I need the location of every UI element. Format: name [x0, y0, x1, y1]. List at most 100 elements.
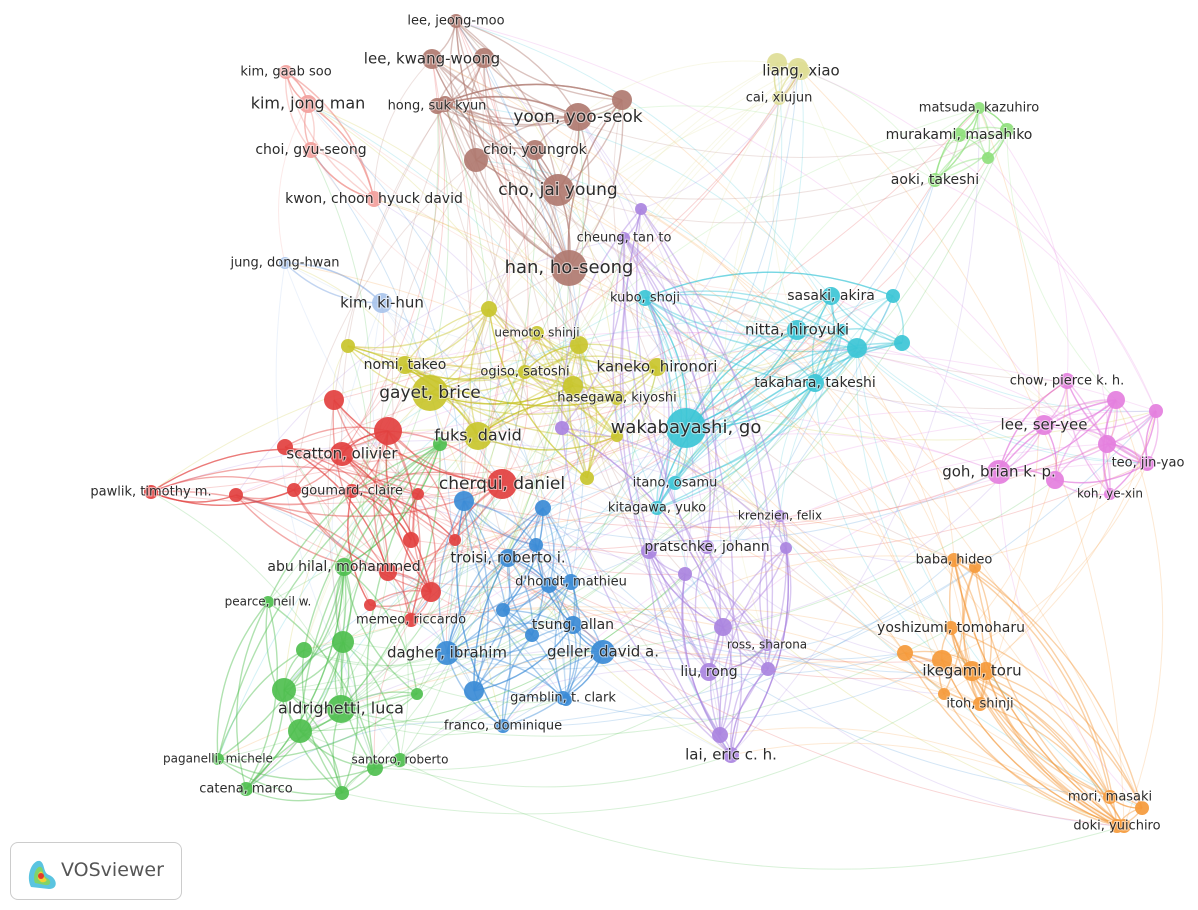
edge	[436, 96, 579, 118]
node-label: doki, yuichiro	[1073, 819, 1160, 834]
edge	[557, 179, 936, 224]
node	[1149, 404, 1163, 418]
node	[481, 301, 497, 317]
node	[612, 90, 632, 110]
edge	[373, 58, 433, 200]
edge	[410, 380, 1068, 551]
edge	[446, 544, 537, 654]
edge	[568, 267, 943, 661]
node	[239, 782, 253, 796]
edge	[577, 60, 778, 118]
edge	[347, 308, 490, 349]
node-label: cai, xiujun	[746, 91, 813, 106]
node	[1103, 790, 1117, 804]
edge	[577, 116, 711, 548]
edge	[310, 149, 375, 200]
edge	[455, 20, 570, 269]
edge	[1115, 399, 1164, 827]
edge	[535, 544, 768, 646]
node	[973, 102, 985, 114]
edge	[797, 67, 1125, 827]
node	[272, 678, 296, 702]
edge	[416, 116, 584, 695]
node	[1117, 819, 1131, 833]
edge	[455, 20, 529, 485]
node	[327, 695, 355, 723]
edge	[684, 573, 945, 695]
edge	[454, 539, 987, 680]
edge	[570, 382, 816, 583]
edge	[648, 550, 724, 628]
edge	[284, 262, 903, 372]
edge	[366, 443, 441, 769]
edge	[719, 547, 787, 736]
node	[668, 476, 682, 490]
node	[897, 645, 913, 661]
edge	[446, 652, 567, 701]
node-label: lai, eric c. h.	[685, 746, 777, 764]
edge	[998, 380, 1068, 473]
edge	[548, 584, 572, 701]
edge	[284, 446, 412, 541]
edge	[341, 641, 359, 794]
edge	[531, 149, 583, 636]
node	[474, 48, 494, 68]
edge	[327, 103, 446, 643]
node-label: yoshizumi, tomoharu	[877, 620, 1025, 636]
edge	[1043, 410, 1157, 431]
edge	[417, 493, 943, 663]
edge	[410, 483, 503, 621]
node	[535, 500, 551, 516]
edge	[285, 71, 375, 200]
node	[806, 374, 824, 392]
node	[772, 91, 786, 105]
edge	[299, 566, 347, 732]
edge	[1109, 410, 1157, 495]
node-label: goumard, claire	[301, 484, 403, 499]
node	[847, 338, 867, 358]
edge	[285, 71, 375, 200]
edge	[341, 453, 432, 593]
edge	[307, 103, 375, 200]
edge	[542, 507, 1111, 798]
edge	[473, 650, 604, 692]
edge	[730, 668, 769, 756]
edge	[814, 295, 835, 384]
node-label: wakabayashi, go	[611, 417, 762, 438]
edge	[706, 546, 722, 673]
edge	[800, 70, 936, 181]
edge	[310, 149, 375, 200]
node	[379, 563, 397, 581]
edge	[568, 344, 588, 479]
edge	[307, 103, 567, 701]
node	[962, 661, 982, 681]
edge	[648, 550, 724, 628]
node-label: lee, jeong-moo	[407, 14, 504, 29]
edge	[640, 208, 717, 548]
node	[938, 688, 950, 700]
edge	[429, 329, 843, 410]
edge	[554, 581, 572, 699]
node	[767, 53, 787, 73]
edge	[236, 601, 269, 790]
edge	[439, 440, 588, 479]
edge	[722, 424, 1045, 628]
edge	[797, 67, 1157, 412]
edge	[830, 295, 1157, 412]
node	[435, 641, 459, 665]
node	[296, 642, 312, 658]
node	[560, 694, 572, 706]
logo[interactable]: VOSviewer	[10, 842, 182, 900]
node-label: aldrighetti, luca	[278, 699, 404, 718]
edge	[429, 392, 618, 415]
edge	[293, 435, 479, 492]
edge	[656, 329, 843, 509]
edge	[586, 366, 658, 479]
node	[944, 621, 958, 635]
edge	[473, 557, 511, 692]
node	[894, 335, 910, 351]
node	[449, 14, 463, 28]
node-label: abu hilal, mohammed	[267, 559, 420, 575]
